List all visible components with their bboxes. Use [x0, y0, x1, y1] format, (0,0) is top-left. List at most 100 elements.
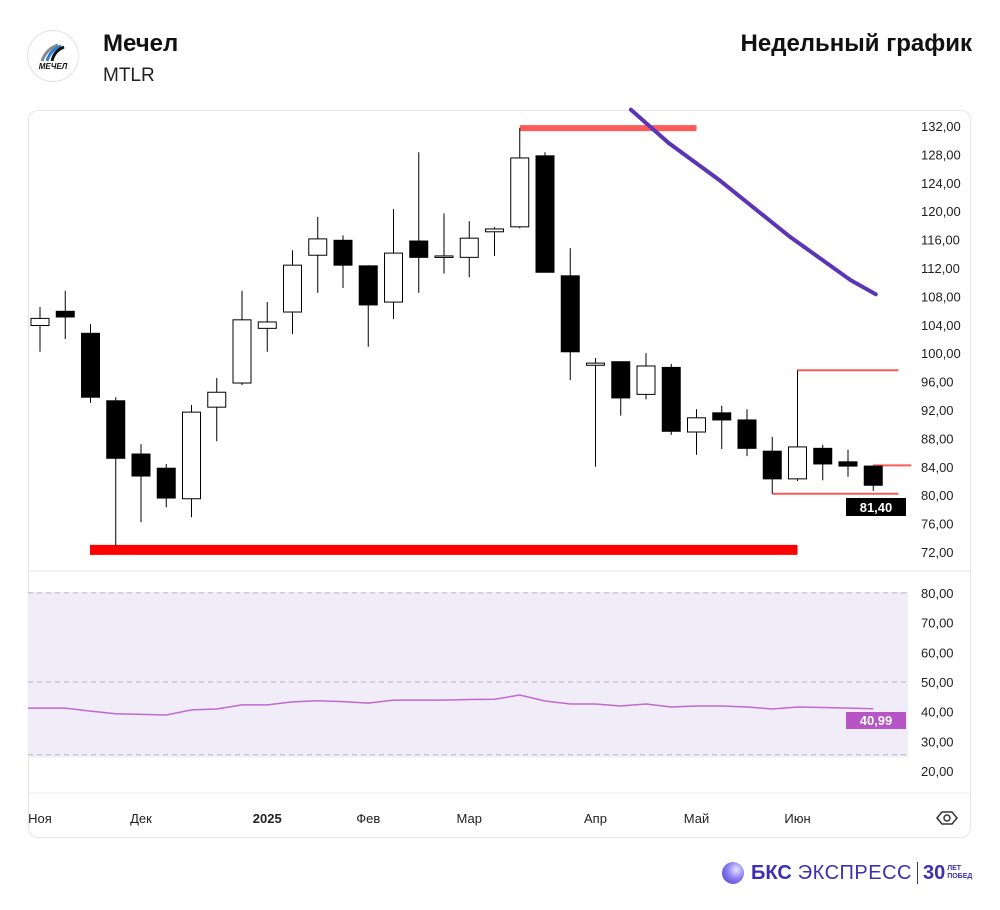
candle-body-down — [661, 366, 681, 432]
candle — [283, 250, 302, 335]
candle-body-up — [459, 237, 479, 258]
candle-body-down — [611, 361, 631, 399]
price-tick-label: 124,00 — [921, 176, 961, 191]
candle — [712, 405, 732, 450]
candle-body-up — [788, 446, 807, 480]
rsi-last-badge: 40,99 — [846, 712, 906, 729]
candle — [586, 358, 605, 467]
price-tick-label: 128,00 — [921, 147, 961, 162]
price-tick-label: 100,00 — [921, 346, 961, 361]
brand-express: ЭКСПРЕСС — [797, 861, 912, 884]
price-tick-label: 120,00 — [921, 204, 961, 219]
candle — [156, 463, 176, 508]
brand-bks: БКС — [751, 861, 792, 884]
candle-body-up — [283, 264, 302, 313]
candle — [333, 235, 353, 288]
candle — [409, 152, 429, 293]
candle-body-down — [156, 467, 176, 499]
candle — [384, 209, 403, 320]
time-tick-label: Дек — [130, 811, 152, 826]
candle — [813, 444, 833, 481]
candle-body-down — [55, 310, 75, 318]
time-tick-label: Мар — [457, 811, 482, 826]
candle-body-down — [358, 265, 378, 306]
candle-body-down — [762, 450, 782, 480]
price-tick-label: 116,00 — [921, 233, 960, 248]
candle — [434, 213, 454, 274]
time-tick-label: Ноя — [28, 811, 52, 826]
candle — [55, 290, 75, 339]
candle — [838, 449, 858, 477]
brand-caption-1: ЛЕТ — [947, 865, 962, 872]
rsi-tick-label: 80,00 — [921, 586, 954, 601]
company-logo: МЕЧЕЛ — [27, 30, 79, 82]
price-tick-label: 132,00 — [921, 119, 961, 134]
rsi-tick-label: 40,00 — [921, 705, 954, 720]
candle-body-down — [131, 453, 151, 477]
eye-icon[interactable] — [936, 811, 958, 825]
svg-text:МЕЧЕЛ: МЕЧЕЛ — [39, 62, 68, 71]
candle-body-up — [485, 228, 504, 233]
candle-body-down — [106, 400, 126, 459]
rsi-last-label: 40,99 — [860, 713, 893, 728]
candle-body-up — [257, 321, 277, 329]
rsi-tick-label: 50,00 — [921, 675, 954, 690]
company-name: Мечел — [103, 30, 179, 57]
candle — [485, 226, 504, 256]
price-tick-label: 96,00 — [921, 375, 954, 390]
time-tick-label: Фев — [356, 811, 380, 826]
price-tick-label: 112,00 — [921, 261, 960, 276]
brand-years: 30 — [922, 861, 946, 884]
candle-body-down — [535, 155, 555, 273]
price-tick-label: 108,00 — [921, 289, 961, 304]
candle — [661, 363, 681, 435]
price-tick-label: 84,00 — [921, 460, 954, 475]
candle-body-down — [409, 240, 429, 258]
last-price-label: 81,40 — [860, 500, 893, 515]
mechel-logo-icon: МЕЧЕЛ — [39, 43, 68, 71]
candle — [737, 409, 757, 457]
candle — [762, 436, 782, 494]
bks-ball-icon — [722, 862, 744, 884]
last-price-badge: 81,40 — [846, 498, 906, 516]
candle — [535, 152, 555, 273]
price-tick-label: 72,00 — [921, 545, 954, 560]
candle — [257, 302, 277, 352]
candle — [308, 216, 328, 293]
candle-body-up — [636, 365, 656, 395]
rsi-band — [28, 592, 908, 757]
candle-body-up — [30, 317, 50, 327]
candle-body-up — [687, 417, 706, 433]
rsi-tick-label: 30,00 — [921, 734, 954, 749]
candle-body-up — [384, 252, 403, 303]
rsi-line — [28, 694, 874, 716]
candle — [182, 405, 201, 518]
candle — [106, 397, 126, 547]
ticker: MTLR — [103, 65, 155, 86]
price-tick-label: 80,00 — [921, 488, 954, 503]
candle-body-up — [586, 362, 605, 366]
candle-body-down — [712, 412, 732, 421]
candle-body-up — [510, 157, 530, 228]
candle — [510, 128, 530, 229]
bks-express-logo: БКС ЭКСПРЕСС 30 ЛЕТ ПОБЕД — [722, 858, 972, 888]
price-tick-label: 104,00 — [921, 318, 961, 333]
brand-caption-2: ПОБЕД — [947, 873, 973, 880]
rsi-tick-label: 20,00 — [921, 764, 954, 779]
chart-period-title: Недельный график — [740, 30, 972, 57]
candle — [863, 465, 883, 491]
time-tick-label: Июн — [784, 811, 810, 826]
chart-card — [28, 110, 971, 838]
candle-body-up — [308, 238, 328, 256]
candle-body-up — [182, 411, 201, 500]
moving-average-line — [628, 107, 878, 297]
time-tick-label: Май — [684, 811, 709, 826]
candle-body-down — [737, 419, 757, 449]
candle-body-up — [434, 255, 454, 258]
candle-body-up — [207, 391, 227, 408]
candle-body-down — [333, 239, 353, 266]
price-tick-label: 76,00 — [921, 517, 954, 532]
candle-body-down — [863, 465, 883, 486]
candle — [30, 307, 50, 352]
